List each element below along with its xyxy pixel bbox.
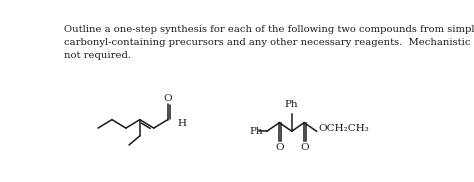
Text: Ph: Ph (250, 127, 264, 136)
Text: O: O (276, 143, 284, 152)
Text: O: O (164, 94, 172, 103)
Text: H: H (177, 119, 186, 128)
Text: OCH₂CH₃: OCH₂CH₃ (318, 124, 369, 133)
Text: Ph: Ph (285, 100, 299, 109)
Text: O: O (301, 143, 309, 152)
Text: Outline a one-step synthesis for each of the following two compounds from simple: Outline a one-step synthesis for each of… (64, 25, 474, 60)
